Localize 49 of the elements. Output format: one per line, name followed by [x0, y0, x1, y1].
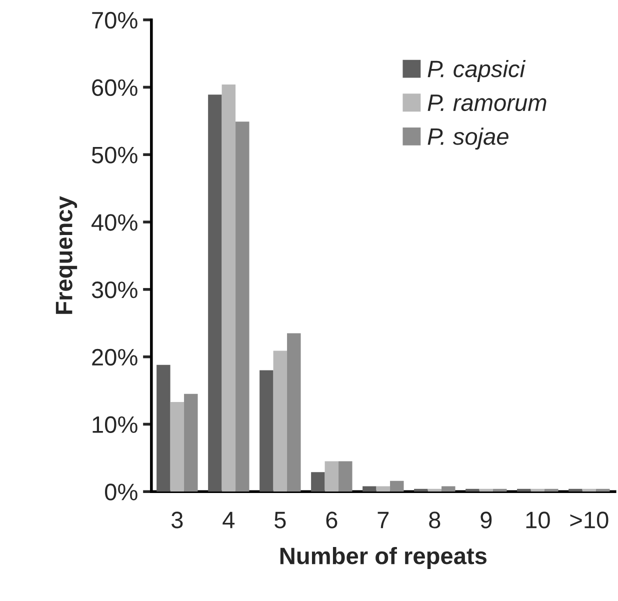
- legend-label: P. capsici: [428, 60, 526, 82]
- legend-label: P. sojae: [428, 128, 508, 150]
- x-tick-label: 5: [274, 512, 286, 528]
- bar: [236, 122, 250, 492]
- y-tick-label: 20%: [92, 348, 138, 366]
- bar: [530, 488, 545, 492]
- y-tick-label: 40%: [92, 214, 138, 231]
- x-tick-label: >10: [570, 512, 608, 528]
- bar: [324, 461, 339, 492]
- bar: [376, 486, 390, 492]
- bar: [466, 488, 480, 492]
- y-tick-label: 0%: [105, 484, 138, 500]
- y-axis-title: Frequency: [56, 196, 78, 314]
- bar: [184, 394, 198, 492]
- bar: [479, 488, 494, 492]
- bar: [582, 488, 596, 492]
- bar: [568, 488, 582, 492]
- y-tick-label: 50%: [92, 146, 138, 164]
- y-tick-label: 30%: [92, 281, 138, 298]
- bar: [338, 461, 352, 492]
- bar: [156, 364, 170, 492]
- x-axis-title: Number of repeats: [280, 546, 487, 569]
- x-tick-label: 9: [480, 512, 492, 528]
- bar: [208, 94, 222, 492]
- x-tick-label: 7: [378, 512, 389, 528]
- bar: [362, 486, 376, 492]
- bar: [442, 486, 456, 492]
- x-tick-label: 10: [526, 512, 550, 528]
- bar: [311, 472, 325, 492]
- bar: [414, 488, 428, 492]
- y-tick-label: 10%: [92, 416, 138, 434]
- x-tick-label: 3: [171, 512, 183, 528]
- bar: [596, 488, 610, 492]
- bar: [493, 488, 507, 492]
- y-tick-label: 70%: [92, 12, 138, 29]
- bar: [273, 350, 288, 492]
- bar: [544, 488, 558, 492]
- legend-label: P. ramorum: [428, 94, 546, 112]
- bar: [222, 84, 236, 492]
- bar: [517, 488, 531, 492]
- bar: [390, 480, 404, 492]
- x-tick-label: 6: [326, 512, 338, 528]
- x-tick-label: 4: [222, 512, 235, 528]
- bar: [287, 333, 301, 492]
- bar: [428, 488, 442, 492]
- x-tick-label: 8: [429, 512, 440, 528]
- bar: [260, 370, 274, 492]
- y-tick-label: 60%: [92, 79, 138, 96]
- bar: [170, 402, 184, 492]
